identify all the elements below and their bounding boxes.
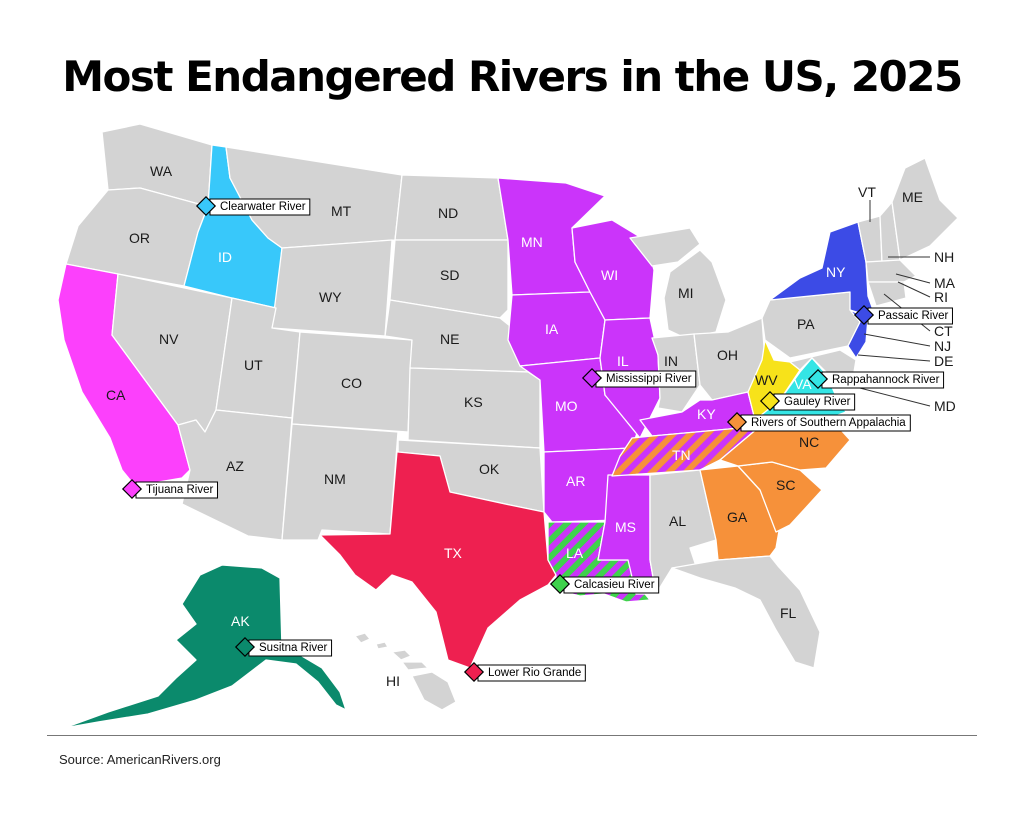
label-ut: UT	[244, 357, 263, 373]
label-nc: NC	[799, 434, 819, 450]
state-sd[interactable]	[389, 239, 509, 319]
label-ny: NY	[826, 264, 846, 280]
label-co: CO	[341, 375, 362, 391]
state-tx[interactable]	[319, 439, 557, 669]
river-label: Tijuana River	[146, 484, 213, 496]
river-label: Gauley River	[784, 396, 851, 408]
label-wi: WI	[601, 267, 618, 283]
label-mn: MN	[521, 234, 543, 250]
river-label: Clearwater River	[220, 201, 306, 213]
label-la: LA	[566, 545, 584, 561]
label-mt: MT	[331, 203, 352, 219]
river-marker-icon	[581, 367, 603, 389]
label-nv: NV	[159, 331, 179, 347]
state-hi[interactable]	[354, 632, 457, 711]
label-nm: NM	[324, 471, 346, 487]
label-hi: HI	[386, 673, 400, 689]
label-nd: ND	[438, 205, 458, 221]
label-nh: NH	[934, 249, 954, 265]
river-callout[interactable]: Gauley River	[759, 390, 856, 412]
river-marker-icon	[195, 195, 217, 217]
river-callout[interactable]: Calcasieu River	[549, 573, 660, 595]
label-sd: SD	[440, 267, 459, 283]
river-label: Mississippi River	[606, 373, 692, 385]
label-ct: CT	[934, 323, 953, 339]
page-title: Most Endangered Rivers in the US, 2025	[62, 52, 963, 101]
label-sc: SC	[776, 477, 795, 493]
river-callout[interactable]: Passaic River	[853, 304, 953, 326]
state-ct[interactable]	[867, 281, 907, 307]
label-wy: WY	[319, 289, 342, 305]
state-ks[interactable]	[407, 367, 541, 449]
state-ma[interactable]	[865, 259, 917, 283]
river-callout[interactable]: Lower Rio Grande	[463, 661, 586, 683]
leader-lines	[851, 200, 931, 407]
state-az[interactable]	[177, 409, 293, 541]
label-or: OR	[129, 230, 150, 246]
river-label: Rivers of Southern Appalachia	[751, 417, 906, 429]
state-fl[interactable]	[671, 555, 821, 669]
label-ak: AK	[231, 613, 250, 629]
river-callout[interactable]: Mississippi River	[581, 367, 697, 389]
label-wv: WV	[755, 372, 778, 388]
label-ca: CA	[106, 387, 126, 403]
label-mi: MI	[678, 285, 694, 301]
river-label: Lower Rio Grande	[488, 667, 581, 679]
river-callout[interactable]: Clearwater River	[195, 195, 311, 217]
state-labels: WA OR CA NV ID MT WY UT AZ CO NM ND SD N…	[106, 163, 956, 689]
label-ks: KS	[464, 394, 483, 410]
label-vt: VT	[858, 184, 876, 200]
label-az: AZ	[226, 458, 244, 474]
label-in: IN	[664, 353, 678, 369]
us-map: WA OR CA NV ID MT WY UT AZ CO NM ND SD N…	[57, 123, 959, 729]
label-ok: OK	[479, 461, 500, 477]
river-marker-icon	[759, 390, 781, 412]
label-ne: NE	[440, 331, 459, 347]
river-label: Susitna River	[259, 642, 328, 654]
label-de: DE	[934, 353, 953, 369]
label-il: IL	[617, 353, 629, 369]
river-callout[interactable]: Rappahannock River	[807, 368, 945, 390]
river-marker-icon	[463, 661, 485, 683]
river-marker-icon	[853, 304, 875, 326]
state-nm[interactable]	[281, 423, 399, 541]
river-label: Rappahannock River	[832, 374, 940, 386]
label-wa: WA	[150, 163, 173, 179]
label-ky: KY	[697, 406, 716, 422]
river-label: Calcasieu River	[574, 579, 655, 591]
label-tn: TN	[672, 447, 691, 463]
state-mi[interactable]	[629, 227, 727, 339]
river-marker-icon	[234, 636, 256, 658]
label-al: AL	[669, 513, 686, 529]
label-ga: GA	[727, 509, 748, 525]
source-credit: Source: AmericanRivers.org	[59, 752, 221, 767]
label-ma: MA	[934, 275, 956, 291]
river-callout[interactable]: Tijuana River	[121, 478, 218, 500]
river-marker-icon	[726, 411, 748, 433]
label-va: VA	[794, 376, 812, 392]
label-ms: MS	[615, 519, 636, 535]
state-wy[interactable]	[271, 239, 393, 337]
footer-divider	[47, 735, 977, 736]
label-ri: RI	[934, 289, 948, 305]
label-pa: PA	[797, 316, 815, 332]
river-callout[interactable]: Rivers of Southern Appalachia	[726, 411, 911, 433]
label-ar: AR	[566, 473, 585, 489]
river-callout[interactable]: Susitna River	[234, 636, 333, 658]
river-marker-icon	[807, 368, 829, 390]
label-ia: IA	[545, 321, 559, 337]
state-me[interactable]	[891, 157, 959, 261]
label-tx: TX	[444, 545, 463, 561]
label-fl: FL	[780, 605, 797, 621]
label-me: ME	[902, 189, 923, 205]
label-mo: MO	[555, 398, 578, 414]
label-nj: NJ	[934, 338, 951, 354]
label-md: MD	[934, 398, 956, 414]
river-marker-icon	[549, 573, 571, 595]
river-marker-icon	[121, 478, 143, 500]
label-id: ID	[218, 249, 232, 265]
label-oh: OH	[717, 347, 738, 363]
river-label: Passaic River	[878, 310, 948, 322]
